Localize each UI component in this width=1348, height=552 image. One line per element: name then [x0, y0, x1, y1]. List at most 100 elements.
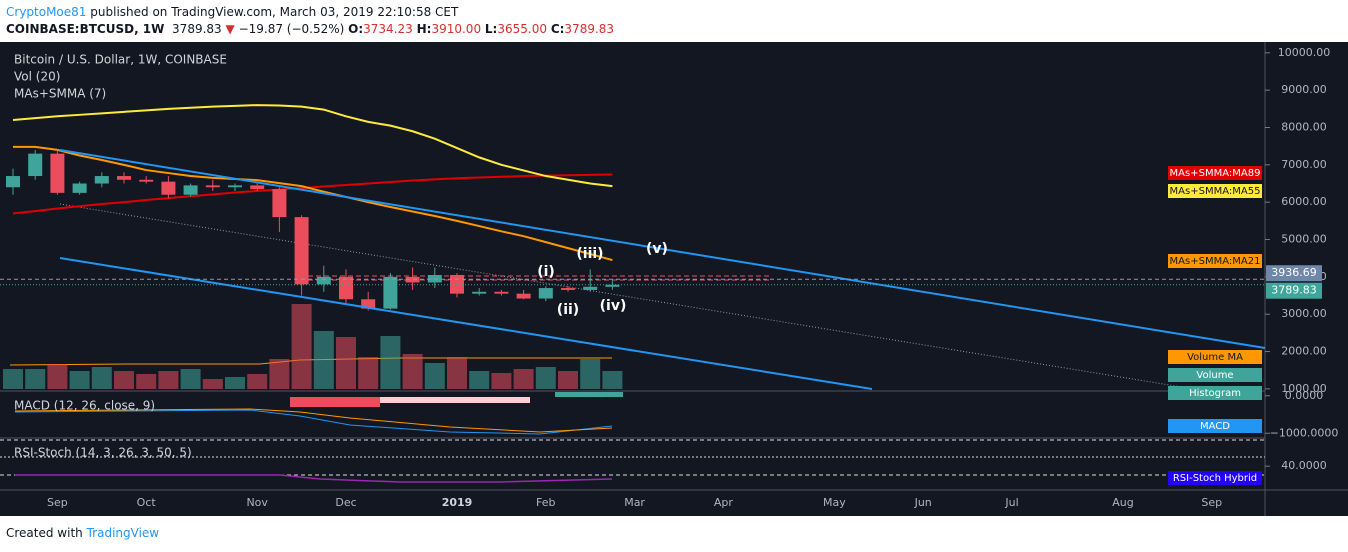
y-tick-label: 7000.00 — [1281, 158, 1327, 171]
wave-label: (iv) — [600, 298, 627, 314]
volume-bar — [69, 371, 90, 389]
candle-body — [228, 185, 242, 188]
study-label: Vol (20) — [14, 70, 60, 84]
volume-bar — [358, 357, 379, 389]
user[interactable]: CryptoMoe81 — [6, 5, 87, 19]
wave-label: (v) — [646, 241, 668, 257]
arrow: ▼ — [225, 22, 235, 36]
y-tick-label: 10000.00 — [1278, 46, 1331, 59]
legend-label: MAs+SMMA:MA89 — [1170, 168, 1261, 179]
x-tick-label: Feb — [536, 496, 555, 509]
ma-line — [12, 104, 613, 188]
candle-body — [117, 176, 131, 180]
volume-bar — [269, 359, 290, 389]
footer-text: Created with — [6, 526, 83, 540]
candle-body — [272, 189, 287, 218]
candle-body — [250, 185, 265, 190]
candle-body — [183, 185, 198, 195]
published: published on TradingView.com, March 03, … — [90, 5, 459, 19]
legend-box — [1168, 368, 1262, 382]
macd-histogram — [290, 392, 623, 407]
o-label: O: — [348, 22, 364, 36]
last: 3789.83 — [172, 22, 222, 36]
header: CryptoMoe81 published on TradingView.com… — [6, 4, 614, 38]
volume-bar — [158, 371, 179, 389]
legend-label: RSI-Stoch Hybrid — [1173, 473, 1257, 484]
candle-body — [472, 291, 487, 294]
candle-body — [294, 217, 309, 285]
y-tick-label: 40.0000 — [1281, 459, 1327, 472]
y-tick-label: 5000.00 — [1281, 233, 1327, 246]
o-value: 3734.23 — [363, 22, 413, 36]
volume-bar — [513, 369, 534, 389]
candle-body — [72, 183, 87, 193]
y-tick-label: 1000.00 — [1281, 382, 1327, 395]
y-tick-label: 3000.00 — [1281, 307, 1327, 320]
signal-line — [14, 408, 613, 433]
x-tick-label: 2019 — [442, 496, 473, 509]
volume-bar — [535, 367, 556, 389]
y-tick-label: 9000.00 — [1281, 83, 1327, 96]
y-tick-label: 0.0000 — [1285, 389, 1324, 402]
volume-bar — [469, 371, 490, 389]
channel-top — [59, 149, 1266, 349]
rsi-line — [15, 474, 613, 483]
brand[interactable]: TradingView — [86, 526, 160, 540]
candle-body — [205, 185, 220, 188]
c-label: C: — [550, 22, 565, 36]
volume-bar — [202, 379, 223, 389]
volume-bar — [114, 371, 134, 389]
volume-bar — [558, 371, 578, 389]
x-tick-label: Sep — [47, 496, 68, 509]
volume-bar — [25, 369, 46, 389]
l-value: 3655.00 — [497, 22, 547, 36]
footer: Created with TradingView — [6, 526, 159, 540]
legend-box — [1168, 471, 1262, 485]
candle-body — [139, 179, 154, 182]
x-tick-label: Dec — [335, 496, 356, 509]
x-tick-label: Mar — [624, 496, 645, 509]
volume-bar — [424, 363, 445, 389]
volume-bar — [3, 369, 23, 389]
x-tick-label: Aug — [1112, 496, 1133, 509]
y-tick-label: −1000.0000 — [1270, 426, 1339, 439]
legend-box — [1168, 166, 1262, 180]
volume-bar — [336, 337, 356, 389]
trend-line — [59, 203, 1201, 391]
volume-bar — [313, 331, 334, 389]
volume-bar — [580, 359, 601, 389]
candle-body — [383, 276, 398, 309]
candle-body — [516, 293, 531, 299]
x-tick-label: Jun — [914, 496, 932, 509]
quote-line: COINBASE:BTCUSD, 1W 3789.83 ▼ −19.87 (−0… — [6, 21, 614, 38]
channel-bottom — [59, 257, 873, 390]
candle-body — [361, 299, 376, 309]
legend-label: MAs+SMMA:MA21 — [1170, 256, 1261, 267]
wave-label: (ii) — [557, 302, 579, 318]
x-tick-label: Apr — [714, 496, 734, 509]
candle-body — [583, 286, 598, 290]
macd-title: MACD (12, 26, close, 9) — [14, 399, 155, 413]
symbol: COINBASE:BTCUSD, 1W — [6, 22, 165, 36]
macd-line — [14, 409, 613, 435]
candle-body — [161, 181, 176, 195]
legend-box — [1168, 386, 1262, 400]
volume-bar — [247, 374, 268, 389]
volume-bar — [402, 354, 423, 389]
candle-body — [538, 288, 553, 299]
price-marker-label: 3789.83 — [1271, 284, 1317, 297]
volume-bar — [136, 374, 157, 389]
candle-body — [494, 291, 509, 294]
candle-body — [316, 276, 331, 285]
legend-label: MACD — [1200, 421, 1230, 432]
wave-label: (iii) — [576, 246, 603, 262]
volume-bar — [47, 364, 68, 389]
candle-body — [405, 276, 420, 283]
legend-label: Volume MA — [1187, 352, 1243, 363]
x-tick-label: Nov — [246, 496, 268, 509]
legend-label: MAs+SMMA:MA55 — [1170, 186, 1261, 197]
h-value: 3910.00 — [431, 22, 482, 36]
legend-label: Histogram — [1189, 388, 1241, 399]
h-label: H: — [416, 22, 432, 36]
